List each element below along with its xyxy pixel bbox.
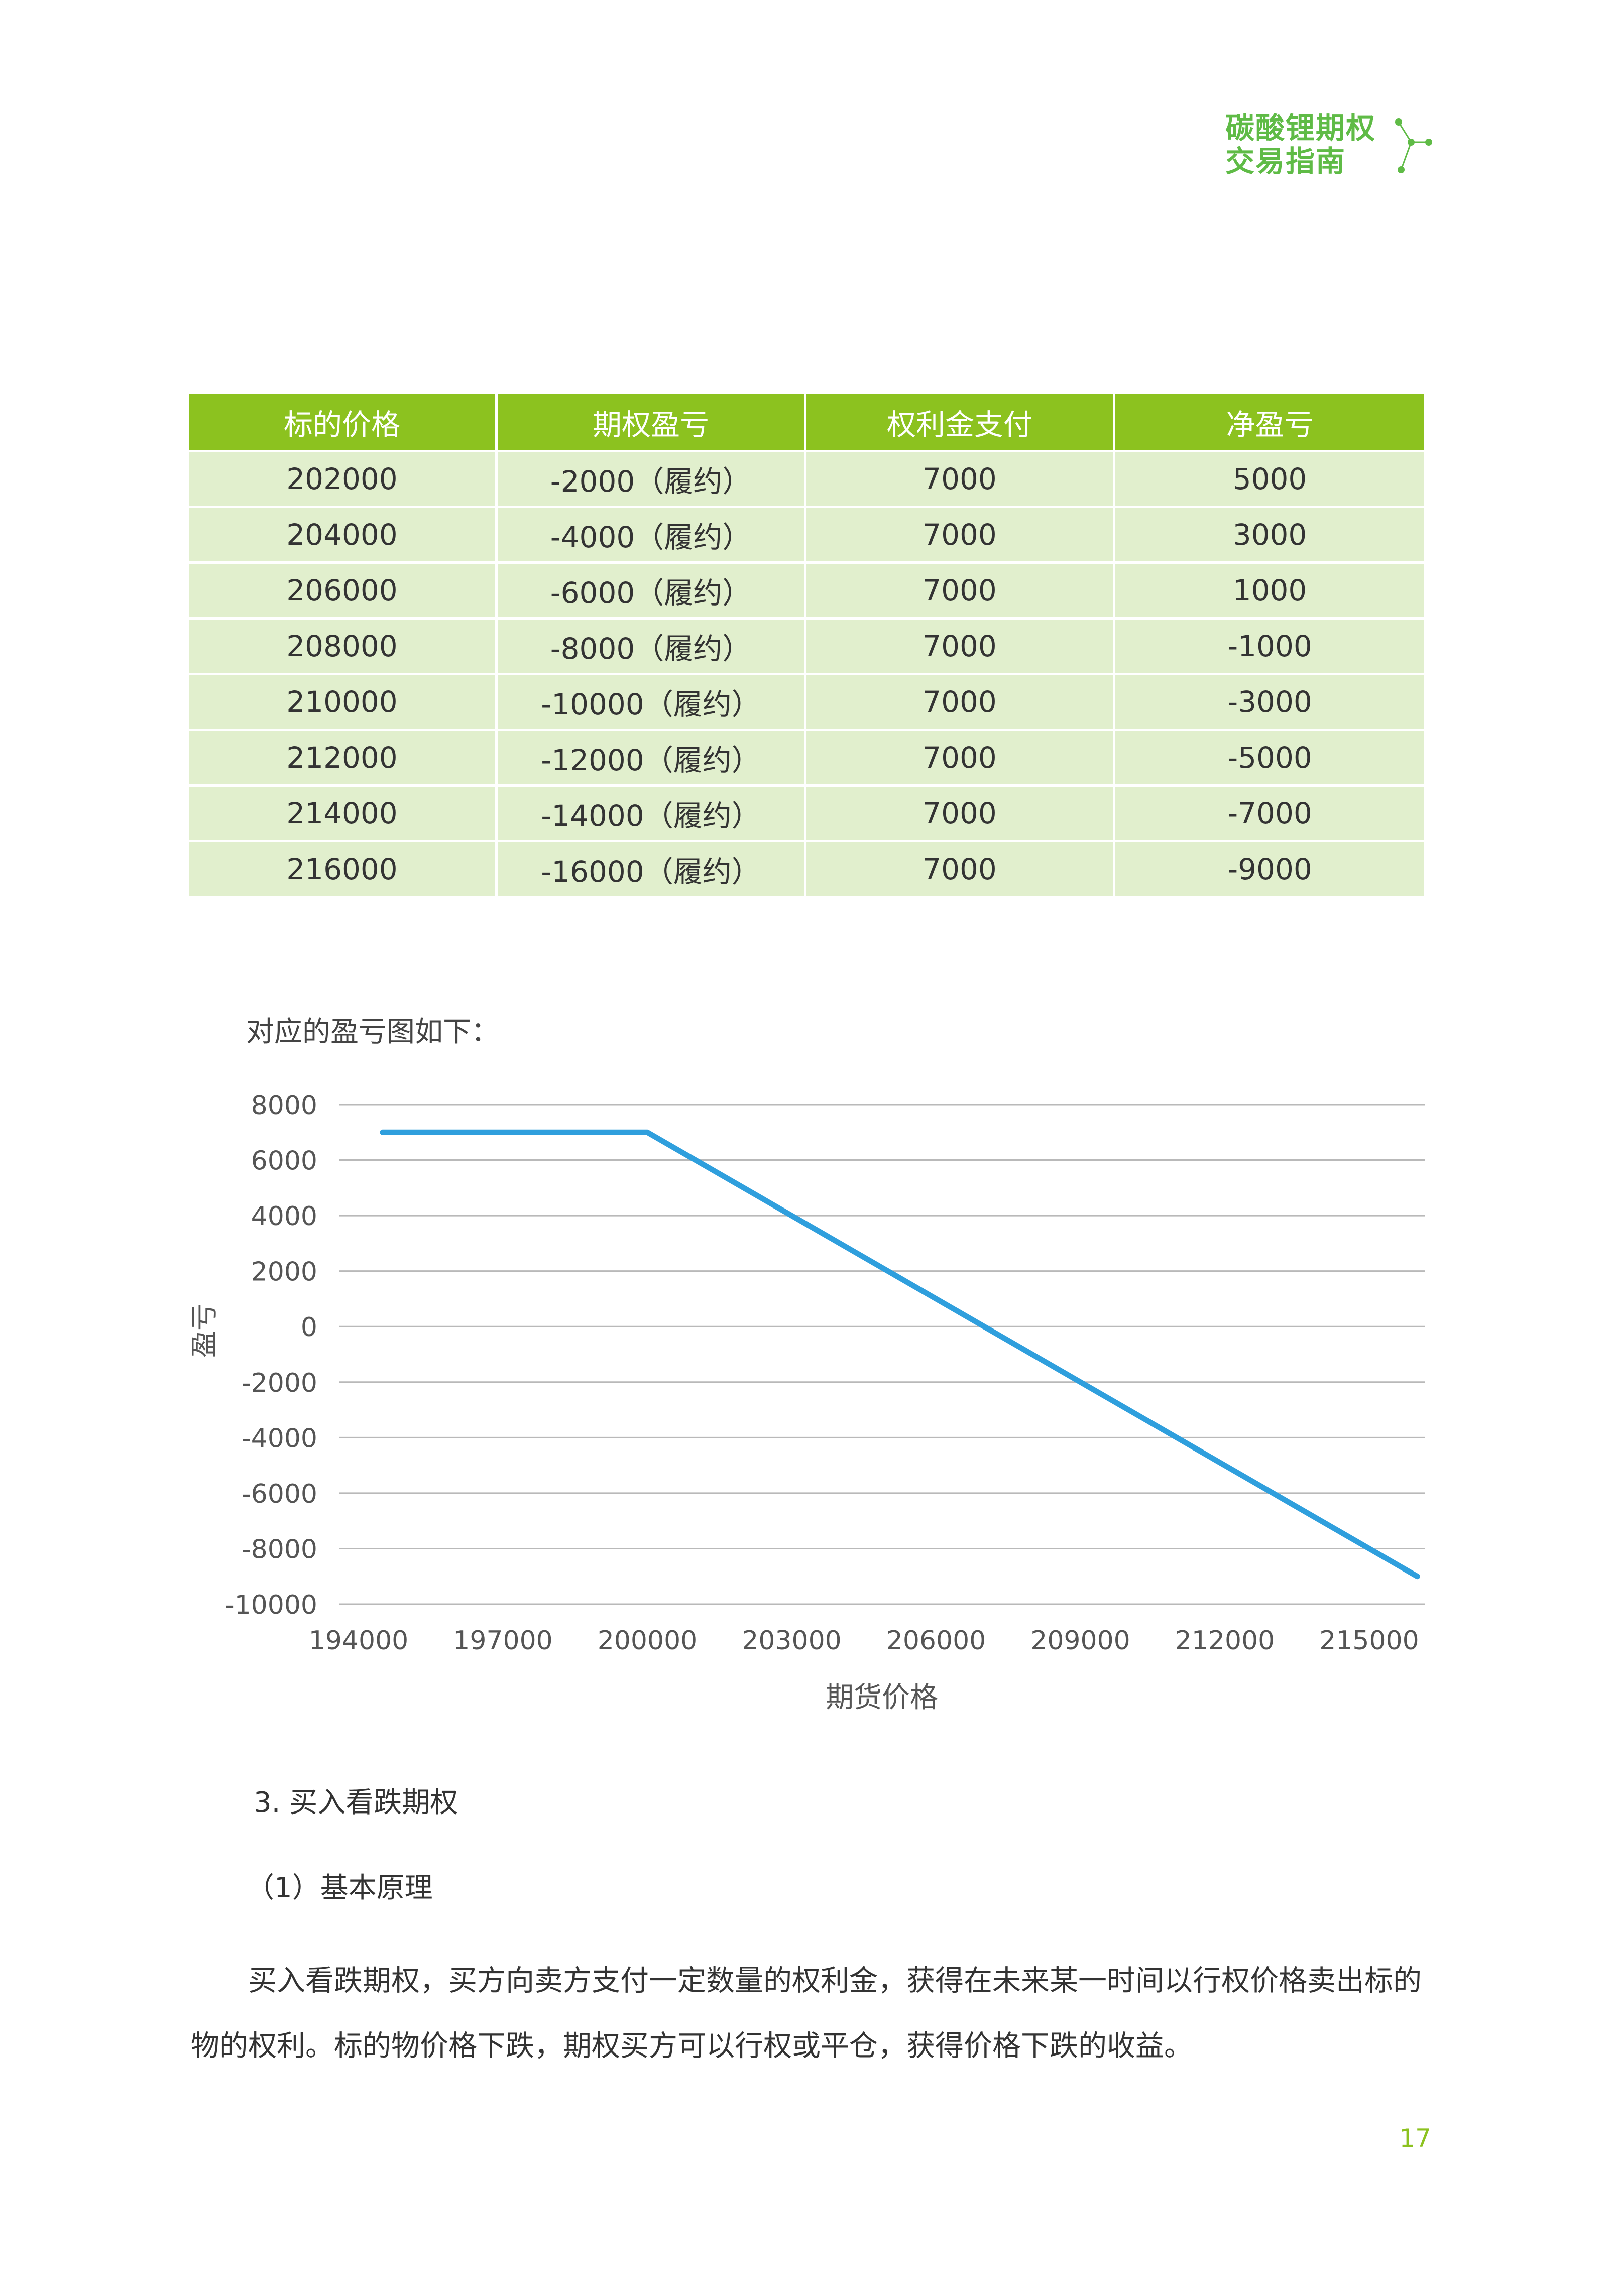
table-cell: 216000 — [189, 842, 498, 898]
x-tick-label: 194000 — [309, 1626, 409, 1656]
table-cell: 208000 — [189, 620, 498, 675]
header-title-line1: 碳酸锂期权 — [1225, 111, 1376, 145]
x-axis-label: 期货价格 — [826, 1681, 938, 1714]
table-row: 208000 -8000（履约） 7000 -1000 — [189, 620, 1424, 675]
table-cell: -14000（履约） — [498, 787, 806, 842]
table-cell: -16000（履约） — [498, 842, 806, 898]
table-header-cell: 权利金支付 — [806, 394, 1115, 452]
section-title: 3. 买入看跌期权 — [254, 1786, 458, 1819]
x-tick-label: 203000 — [742, 1626, 842, 1656]
table-cell: -4000（履约） — [498, 508, 806, 564]
table-cell: -5000 — [1115, 731, 1424, 787]
table-row: 210000 -10000（履约） 7000 -3000 — [189, 675, 1424, 731]
page-number: 17 — [1399, 2124, 1431, 2153]
table-cell: -6000（履约） — [498, 564, 806, 620]
x-tick-label: 206000 — [886, 1626, 986, 1656]
molecule-logo-icon — [1395, 118, 1432, 173]
table-cell: -7000 — [1115, 787, 1424, 842]
table-header-cell: 期权盈亏 — [498, 394, 806, 452]
table-cell: -12000（履约） — [498, 731, 806, 787]
table-row: 216000 -16000（履约） 7000 -9000 — [189, 842, 1424, 898]
y-tick-label: 6000 — [251, 1146, 317, 1176]
table-cell: 214000 — [189, 787, 498, 842]
y-tick-label: 8000 — [251, 1091, 317, 1121]
header-title-line2: 交易指南 — [1225, 144, 1346, 178]
y-axis-label: 盈亏 — [188, 1303, 220, 1358]
y-tick-label: 2000 — [251, 1257, 317, 1287]
payoff-table: 标的价格 期权盈亏 权利金支付 净盈亏 202000 -2000（履约） 700… — [189, 394, 1424, 898]
table-cell: 7000 — [806, 787, 1115, 842]
header-title: 碳酸锂期权 交易指南 — [1225, 111, 1391, 178]
table-cell: -3000 — [1115, 675, 1424, 731]
table-cell: 7000 — [806, 675, 1115, 731]
table-cell: -8000（履约） — [498, 620, 806, 675]
table-cell: 212000 — [189, 731, 498, 787]
payoff-chart: 8000 6000 4000 2000 0 -2000 -4000 -6000 -8000 -10… — [188, 1091, 1425, 1714]
series-line — [380, 1129, 1420, 1580]
table-header-cell: 标的价格 — [189, 394, 498, 452]
x-tick-label: 197000 — [453, 1626, 553, 1656]
table-cell: 7000 — [806, 452, 1115, 508]
x-tick-label: 212000 — [1175, 1626, 1275, 1656]
table-cell: 202000 — [189, 452, 498, 508]
table-cell: 1000 — [1115, 564, 1424, 620]
table-row: 214000 -14000（履约） 7000 -7000 — [189, 787, 1424, 842]
table-row: 206000 -6000（履约） 7000 1000 — [189, 564, 1424, 620]
body-paragraph: 买入看跌期权，买方向卖方支付一定数量的权利金，获得在未来某一时间以行权价格卖出标… — [191, 1948, 1426, 2079]
chart-caption: 对应的盈亏图如下： — [246, 1016, 499, 1048]
table-cell: 7000 — [806, 731, 1115, 787]
table-cell: -2000（履约） — [498, 452, 806, 508]
table-cell: -9000 — [1115, 842, 1424, 898]
y-tick-label: 0 — [301, 1312, 317, 1343]
table-header-row: 标的价格 期权盈亏 权利金支付 净盈亏 — [189, 394, 1424, 452]
y-tick-label: -6000 — [242, 1479, 317, 1509]
table-cell: 206000 — [189, 564, 498, 620]
table-cell: -10000（履约） — [498, 675, 806, 731]
table-cell: 7000 — [806, 508, 1115, 564]
table-row: 212000 -12000（履约） 7000 -5000 — [189, 731, 1424, 787]
table-cell: 5000 — [1115, 452, 1424, 508]
table-cell: 204000 — [189, 508, 498, 564]
y-tick-label: -4000 — [242, 1423, 317, 1454]
table-cell: 7000 — [806, 842, 1115, 898]
y-tick-label: 4000 — [251, 1201, 317, 1232]
y-tick-label: -10000 — [225, 1590, 317, 1620]
table-row: 202000 -2000（履约） 7000 5000 — [189, 452, 1424, 508]
y-tick-label: -2000 — [242, 1368, 317, 1398]
table-cell: -1000 — [1115, 620, 1424, 675]
x-tick-label: 215000 — [1319, 1626, 1419, 1656]
x-tick-label: 200000 — [598, 1626, 698, 1656]
table-row: 204000 -4000（履约） 7000 3000 — [189, 508, 1424, 564]
table-cell: 7000 — [806, 564, 1115, 620]
subsection-title: （1）基本原理 — [246, 1872, 433, 1904]
table-cell: 7000 — [806, 620, 1115, 675]
table-cell: 3000 — [1115, 508, 1424, 564]
table-cell: 210000 — [189, 675, 498, 731]
y-tick-label: -8000 — [242, 1534, 317, 1564]
x-tick-label: 209000 — [1030, 1626, 1130, 1656]
table-header-cell: 净盈亏 — [1115, 394, 1424, 452]
paragraph-text: 买入看跌期权，买方向卖方支付一定数量的权利金，获得在未来某一时间以行权价格卖出标… — [191, 1964, 1422, 2063]
